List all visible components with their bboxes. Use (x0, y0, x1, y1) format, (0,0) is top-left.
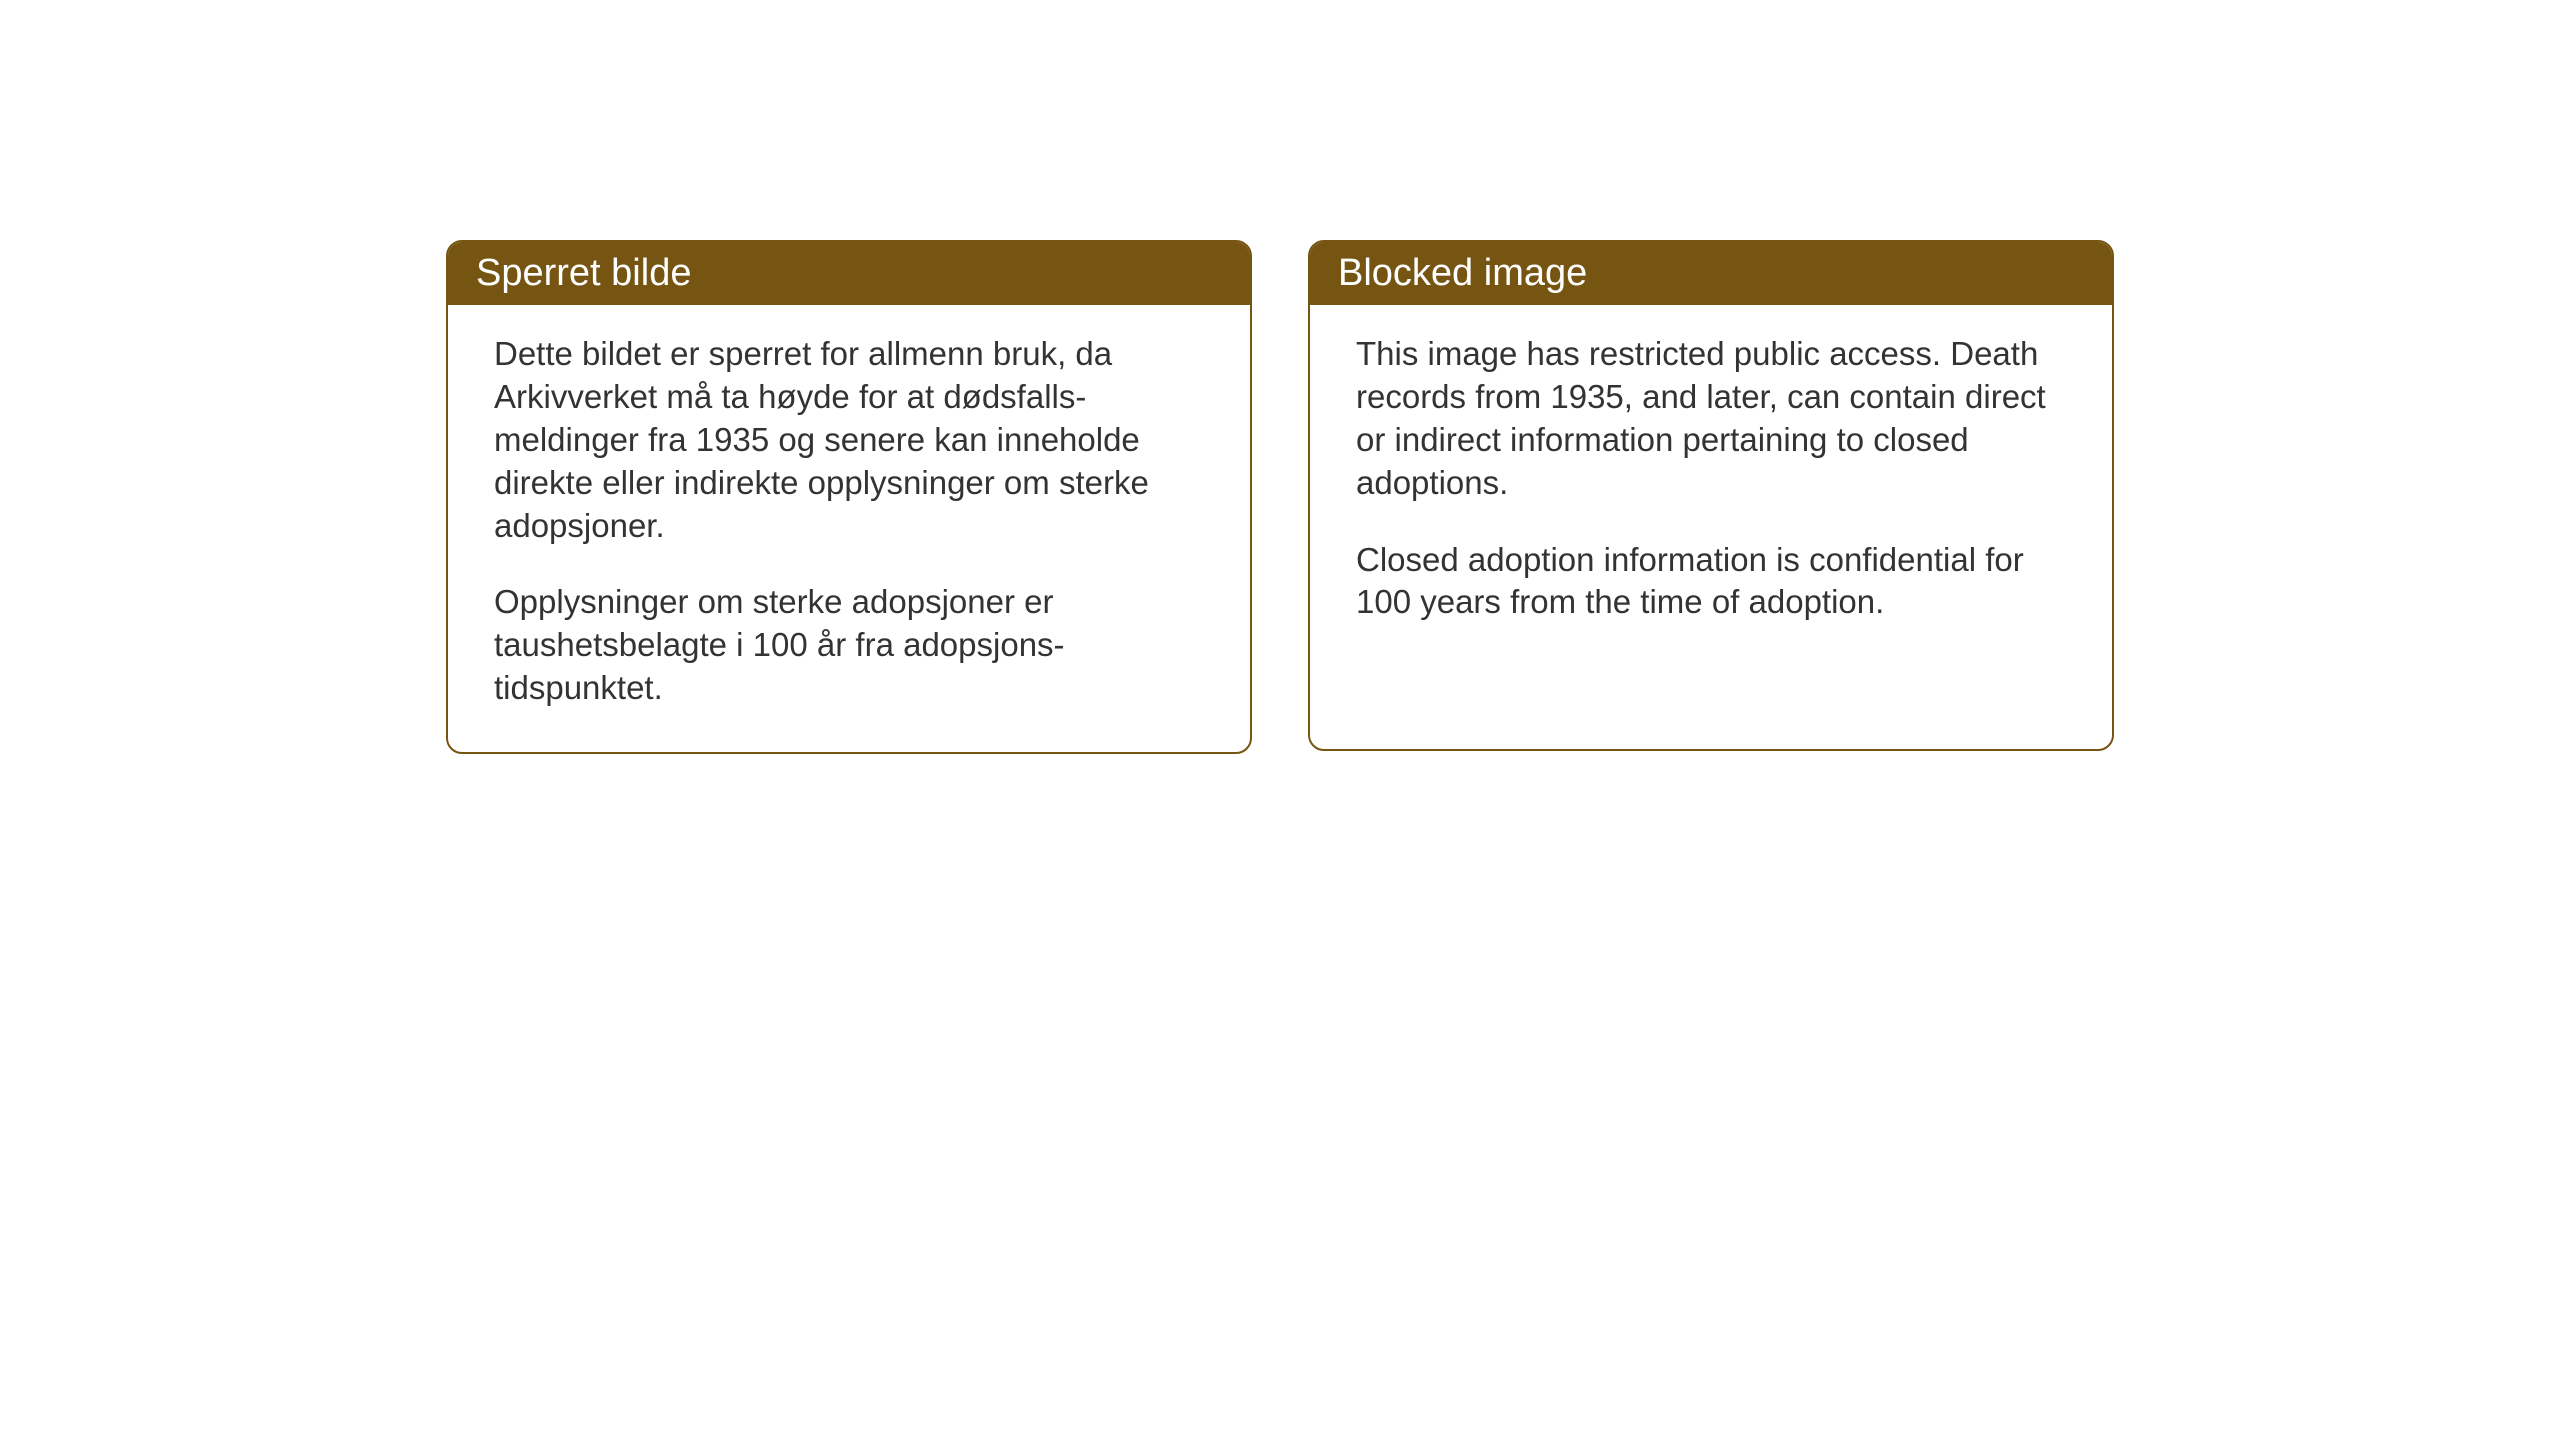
card-english-body: This image has restricted public access.… (1310, 305, 2112, 666)
card-norwegian: Sperret bilde Dette bildet er sperret fo… (446, 240, 1252, 754)
card-english: Blocked image This image has restricted … (1308, 240, 2114, 751)
card-norwegian-paragraph-1: Dette bildet er sperret for allmenn bruk… (494, 333, 1204, 547)
card-norwegian-paragraph-2: Opplysninger om sterke adopsjoner er tau… (494, 581, 1204, 710)
card-english-header: Blocked image (1310, 242, 2112, 305)
cards-container: Sperret bilde Dette bildet er sperret fo… (446, 240, 2114, 754)
card-norwegian-body: Dette bildet er sperret for allmenn bruk… (448, 305, 1250, 752)
card-english-paragraph-2: Closed adoption information is confident… (1356, 539, 2066, 625)
card-english-paragraph-1: This image has restricted public access.… (1356, 333, 2066, 505)
card-norwegian-header: Sperret bilde (448, 242, 1250, 305)
